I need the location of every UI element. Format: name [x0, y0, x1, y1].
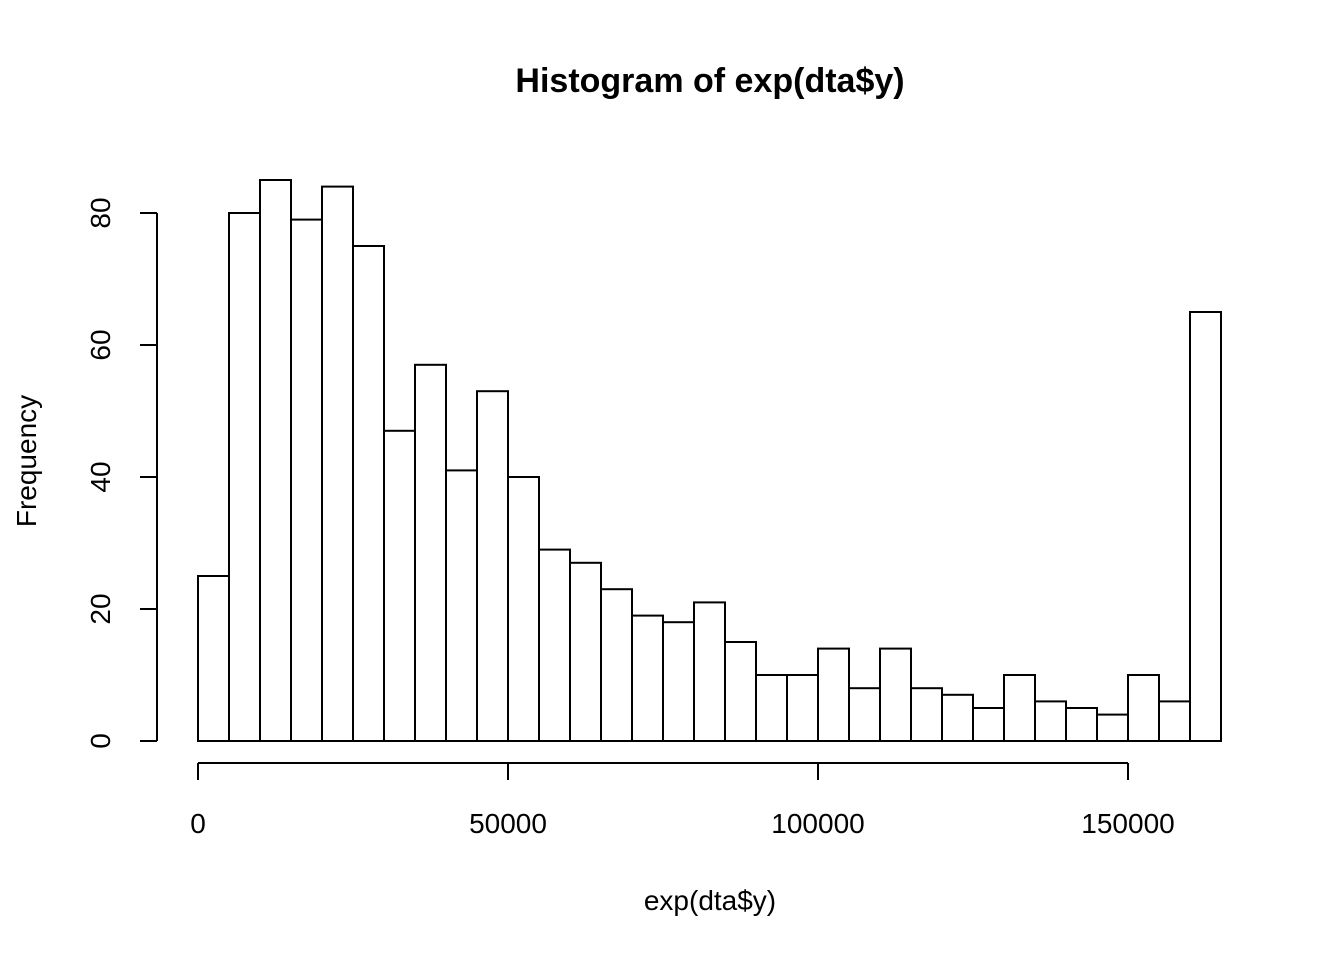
x-tick-label: 0 [190, 808, 206, 839]
histogram-bar [848, 687, 881, 743]
histogram-bar [383, 429, 416, 742]
histogram-bar [538, 548, 571, 742]
histogram-bar [290, 218, 323, 743]
x-tick-label: 100000 [771, 808, 864, 839]
y-axis-label: Frequency [11, 395, 42, 527]
chart-title: Histogram of exp(dta$y) [515, 62, 904, 100]
histogram-bar [724, 641, 757, 742]
histogram-bar [693, 601, 726, 743]
x-axis-label: exp(dta$y) [644, 885, 776, 916]
histogram-bar [631, 614, 664, 742]
x-axis: 0 50000 100000 150000 [190, 762, 1175, 839]
y-tick-label: 60 [85, 329, 116, 360]
histogram-bar [1158, 700, 1191, 743]
histogram-bar [1189, 311, 1222, 742]
histogram-bar [972, 707, 1005, 742]
bars-group [197, 179, 1222, 743]
histogram-bar [1065, 707, 1098, 742]
histogram-bar [1003, 674, 1036, 742]
histogram-bar [600, 588, 633, 743]
histogram-bar [321, 185, 354, 743]
histogram-bar [941, 693, 974, 742]
y-tick-label: 80 [85, 197, 116, 228]
y-tick-label: 40 [85, 461, 116, 492]
histogram-bar [507, 476, 540, 742]
histogram-bar [445, 469, 478, 742]
y-tick-label: 20 [85, 593, 116, 624]
histogram-bar [879, 647, 912, 742]
histogram-bar [755, 674, 788, 742]
histogram-bar [910, 687, 943, 743]
histogram-bar [817, 647, 850, 742]
y-axis: 0 20 40 60 80 [85, 197, 158, 749]
histogram-bar [1096, 713, 1129, 742]
histogram-bar [476, 390, 509, 742]
histogram-bar [569, 561, 602, 742]
histogram-bar [352, 245, 385, 742]
y-tick-label: 0 [85, 733, 116, 749]
x-tick-label: 50000 [469, 808, 547, 839]
histogram-bar [414, 363, 447, 742]
x-tick-label: 150000 [1081, 808, 1174, 839]
histogram-bar [228, 212, 261, 742]
histogram-bar [1127, 674, 1160, 742]
histogram-bar [662, 621, 695, 743]
histogram-bar [1034, 700, 1067, 743]
histogram-bar [259, 179, 292, 742]
histogram-bar [197, 575, 230, 742]
histogram-bar [786, 674, 819, 742]
